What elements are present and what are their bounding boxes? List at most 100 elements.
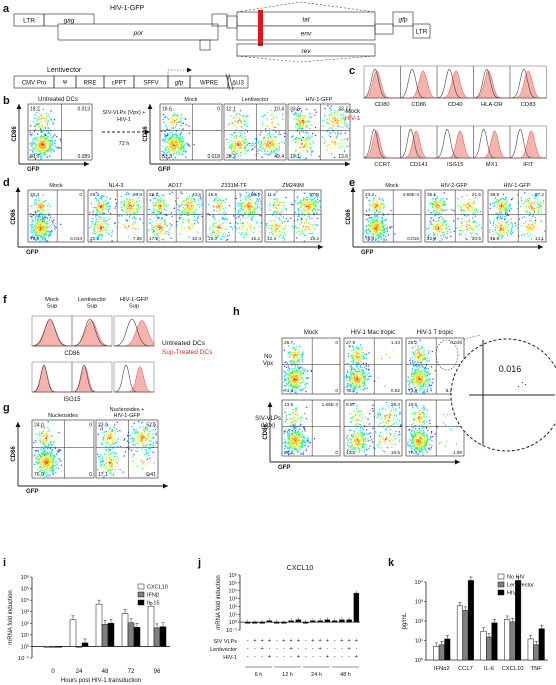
data-point [35,146,37,148]
treated-curve [400,70,438,99]
data-point [101,226,103,229]
data-point [530,238,533,240]
data-point [271,214,274,216]
data-point [250,195,252,197]
data-point [249,206,251,208]
data-point [494,218,496,220]
data-point [37,226,39,228]
data-point [167,151,169,153]
data-point [38,234,41,236]
quadrant-ur: 54.3 [251,192,261,197]
data-point [159,210,161,212]
data-point [172,143,174,145]
data-point [528,206,530,208]
data-point [252,219,254,221]
plot-title: Mock [385,183,398,189]
data-point [502,197,504,199]
data-point [303,131,305,133]
data-point [43,152,45,154]
data-point [171,139,173,141]
data-point [465,210,467,212]
data-point [172,127,174,129]
data-point [526,210,528,212]
data-point [104,227,106,229]
data-point [167,142,170,144]
data-point [47,217,49,219]
data-point [281,201,283,203]
data-point [436,226,438,228]
data-point [445,224,447,226]
data-point [381,220,383,222]
data-point [502,210,504,212]
data-point [38,232,40,234]
data-point [471,202,473,204]
data-point [295,141,297,143]
data-point [265,131,267,133]
data-point [435,201,438,203]
data-point [304,210,306,212]
data-point [294,153,296,155]
data-point [172,138,174,140]
data-point [171,141,173,143]
data-point [52,460,54,462]
data-point [47,203,49,205]
data-point [115,198,117,200]
data-point [441,209,443,211]
data-point [174,145,176,147]
data-point [374,223,376,225]
data-point [301,125,303,127]
data-point [31,205,33,207]
data-point [470,228,472,230]
data-point [179,143,181,145]
data-point [300,143,302,145]
data-point [341,145,343,148]
data-point [45,140,47,142]
data-point [503,209,505,211]
data-point [499,212,501,214]
data-point [230,155,232,157]
data-point [374,233,376,235]
data-point [303,120,305,122]
data-point [56,136,58,138]
data-point [303,231,305,233]
data-point [170,237,172,239]
data-point [376,221,378,223]
data-point [92,223,94,225]
data-point [47,231,49,233]
data-point [276,228,278,230]
data-point [32,139,34,141]
data-point [291,225,293,227]
data-point [29,133,31,136]
data-point [223,200,225,202]
data-point [168,133,170,135]
data-point [315,195,318,197]
data-point [43,222,45,224]
data-point [39,215,41,217]
treated-curve [71,366,112,393]
data-point [314,223,316,225]
data-point [504,215,506,218]
data-point [339,117,341,119]
data-point [115,202,117,204]
data-point [38,229,40,231]
quadrant-lr: 49.4 [274,154,284,160]
data-point [333,125,336,127]
data-point [111,230,113,232]
data-point [193,205,195,207]
data-point [209,226,212,228]
data-point [272,234,274,236]
data-point [45,229,47,232]
data-point [344,132,346,134]
data-point [193,198,196,200]
data-point [299,115,302,117]
data-point [35,124,37,126]
data-point [39,140,41,142]
data-point [106,204,108,206]
data-point [507,214,509,216]
data-point [248,211,250,213]
data-point [433,239,435,241]
data-point [233,124,236,126]
data-point [172,115,174,117]
